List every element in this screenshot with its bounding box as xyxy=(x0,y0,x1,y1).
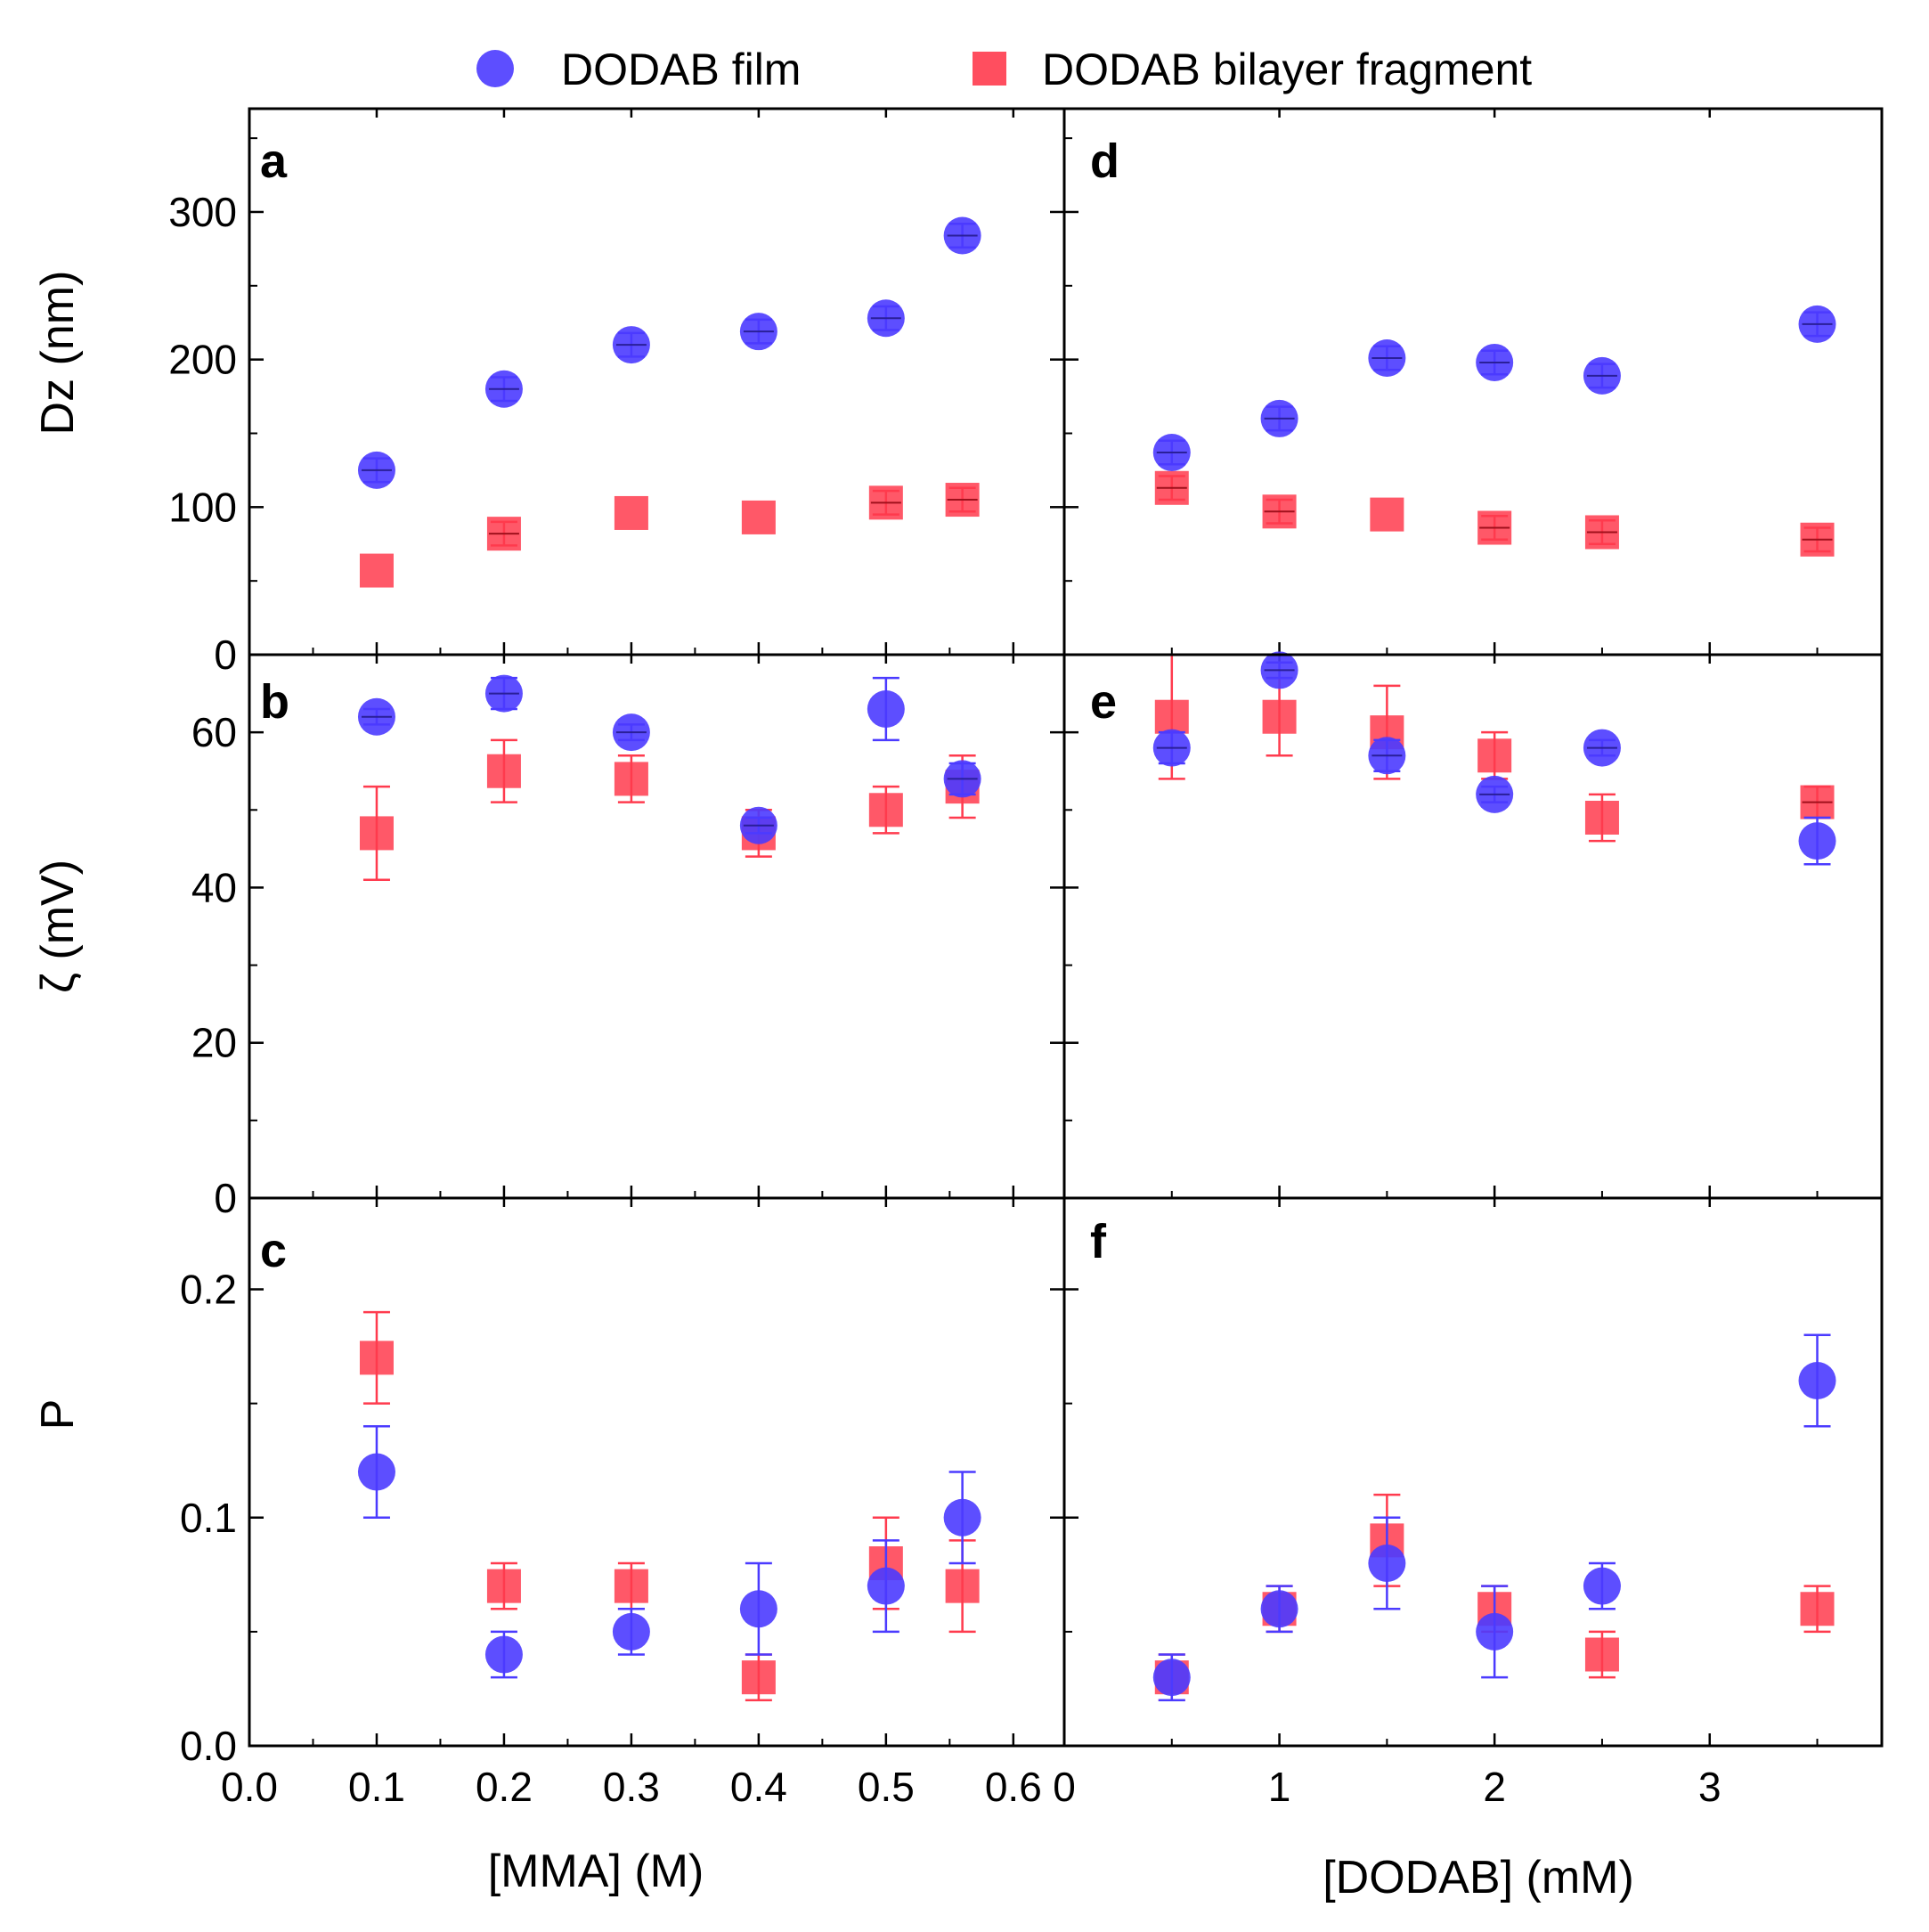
series-d-dodab-bilayer-fragment xyxy=(1154,470,1835,557)
x-tick-label: 0.0 xyxy=(221,1764,278,1810)
data-point-dodab-bilayer-fragment xyxy=(868,793,903,827)
series-e-dodab-bilayer-fragment xyxy=(1154,653,1835,843)
axes-b: 0 20 40 60 xyxy=(191,655,1015,1221)
data-point-dodab-bilayer-fragment xyxy=(359,816,394,851)
data-point-dodab-film xyxy=(1476,1612,1514,1651)
data-point-dodab-bilayer-fragment xyxy=(741,1660,776,1695)
panel-letter-d: d xyxy=(1090,135,1119,188)
data-point-dodab-film xyxy=(1798,822,1836,860)
x-tick-label: 0.1 xyxy=(348,1764,405,1810)
data-point-dodab-film xyxy=(867,690,905,728)
series-d-dodab-film xyxy=(1152,305,1836,472)
x-axis-title-dodab: [DODAB] (mM) xyxy=(1323,1852,1634,1903)
data-point-dodab-bilayer-fragment xyxy=(1477,738,1512,773)
series-c-dodab-bilayer-fragment xyxy=(359,1310,980,1701)
x-axis-title-mma: [MMA] (M) xyxy=(488,1846,704,1897)
panel-b: b xyxy=(260,675,289,729)
y-tick-label: 100 xyxy=(168,484,237,530)
data-point-dodab-film xyxy=(943,1498,981,1537)
x-tick-label: 1 xyxy=(1268,1764,1291,1810)
data-point-dodab-bilayer-fragment xyxy=(614,762,648,796)
data-point-dodab-film xyxy=(739,1590,777,1628)
panel-f: f xyxy=(1090,1215,1107,1268)
axes-c: 0.0 0.1 0.2 0.0 0.1 0.2 0.3 0.4 0.5 0.6 xyxy=(180,1198,1042,1810)
series-c-dodab-film xyxy=(357,1425,981,1679)
data-point-dodab-bilayer-fragment xyxy=(945,1569,980,1603)
data-point-dodab-film xyxy=(1368,1545,1406,1582)
y-axis-title-dz: Dz (nm) xyxy=(32,271,84,436)
y-tick-label: 200 xyxy=(168,337,237,383)
y-tick-label: 0 xyxy=(214,1175,237,1221)
y-tick-label: 60 xyxy=(191,709,237,755)
legend: DODAB film DODAB bilayer fragment xyxy=(476,45,1532,94)
data-point-dodab-bilayer-fragment xyxy=(359,553,394,588)
panel-a: a xyxy=(260,135,288,188)
y-axis-title-zeta: ζ (mV) xyxy=(32,860,84,993)
panel-letter-a: a xyxy=(260,135,288,188)
data-point-dodab-bilayer-fragment xyxy=(614,1569,648,1603)
panel-letter-b: b xyxy=(260,675,289,729)
panel-letter-c: c xyxy=(260,1224,287,1277)
x-tick-label: 0.5 xyxy=(858,1764,915,1810)
data-point-dodab-film xyxy=(1152,1659,1191,1697)
panel-d: d xyxy=(1090,135,1119,188)
legend-label-dodab-film: DODAB film xyxy=(561,45,801,94)
data-point-dodab-bilayer-fragment xyxy=(1584,1637,1619,1672)
y-axis-title-p: P xyxy=(32,1399,84,1431)
series-b-dodab-film xyxy=(357,674,981,844)
data-point-dodab-film xyxy=(612,1612,650,1651)
data-point-dodab-film xyxy=(357,1453,395,1491)
data-point-dodab-bilayer-fragment xyxy=(1584,801,1619,835)
x-tick-label: 3 xyxy=(1698,1764,1721,1810)
axes-e xyxy=(1050,651,1836,1200)
data-point-dodab-bilayer-fragment xyxy=(359,1341,394,1375)
x-tick-label: 0.3 xyxy=(603,1764,660,1810)
legend-label-dodab-bilayer-fragment: DODAB bilayer fragment xyxy=(1042,45,1532,94)
panel-c: c xyxy=(260,1224,287,1277)
y-tick-label: 0.2 xyxy=(180,1267,237,1313)
x-tick-label: 0.2 xyxy=(476,1764,533,1810)
series-f-dodab-film xyxy=(1152,1333,1836,1701)
data-point-dodab-bilayer-fragment xyxy=(1370,497,1404,532)
panel-letter-e: e xyxy=(1090,675,1117,729)
data-point-dodab-film xyxy=(1798,1362,1836,1399)
series-e-dodab-film xyxy=(1152,651,1836,866)
axes-a: 0 100 200 300 xyxy=(168,109,1015,678)
data-point-dodab-film xyxy=(1260,1590,1298,1628)
data-point-dodab-film xyxy=(1583,1567,1621,1605)
data-point-dodab-bilayer-fragment xyxy=(1800,1592,1835,1626)
y-tick-label: 40 xyxy=(191,864,237,910)
data-point-dodab-bilayer-fragment xyxy=(486,1569,521,1603)
x-tick-label: 0.4 xyxy=(730,1764,787,1810)
axes-f: 0 1 2 3 xyxy=(1050,1198,1836,1810)
y-tick-label: 0.1 xyxy=(180,1495,237,1541)
x-tick-label: 2 xyxy=(1483,1764,1506,1810)
data-point-dodab-bilayer-fragment xyxy=(741,500,776,534)
data-point-dodab-bilayer-fragment xyxy=(614,495,648,530)
series-a-dodab-film xyxy=(357,216,981,489)
y-tick-label: 0 xyxy=(214,632,237,678)
data-point-dodab-film xyxy=(867,1567,905,1605)
series-b-dodab-bilayer-fragment xyxy=(359,738,980,881)
data-point-dodab-film xyxy=(484,1635,523,1674)
panel-letter-f: f xyxy=(1090,1215,1107,1268)
x-tick-label: 0 xyxy=(1053,1764,1076,1810)
legend-marker-dodab-bilayer-fragment xyxy=(973,52,1006,86)
x-tick-label: 0.6 xyxy=(985,1764,1042,1810)
legend-marker-dodab-film xyxy=(476,50,514,87)
data-point-dodab-bilayer-fragment xyxy=(1262,699,1297,734)
y-tick-label: 20 xyxy=(191,1020,237,1066)
data-point-dodab-bilayer-fragment xyxy=(1154,699,1189,734)
data-point-dodab-bilayer-fragment xyxy=(486,754,521,788)
series-a-dodab-bilayer-fragment xyxy=(359,483,980,588)
y-tick-label: 0.0 xyxy=(180,1723,237,1769)
axes-d xyxy=(1050,109,1836,656)
y-tick-label: 300 xyxy=(168,189,237,235)
panel-e: e xyxy=(1090,675,1117,729)
